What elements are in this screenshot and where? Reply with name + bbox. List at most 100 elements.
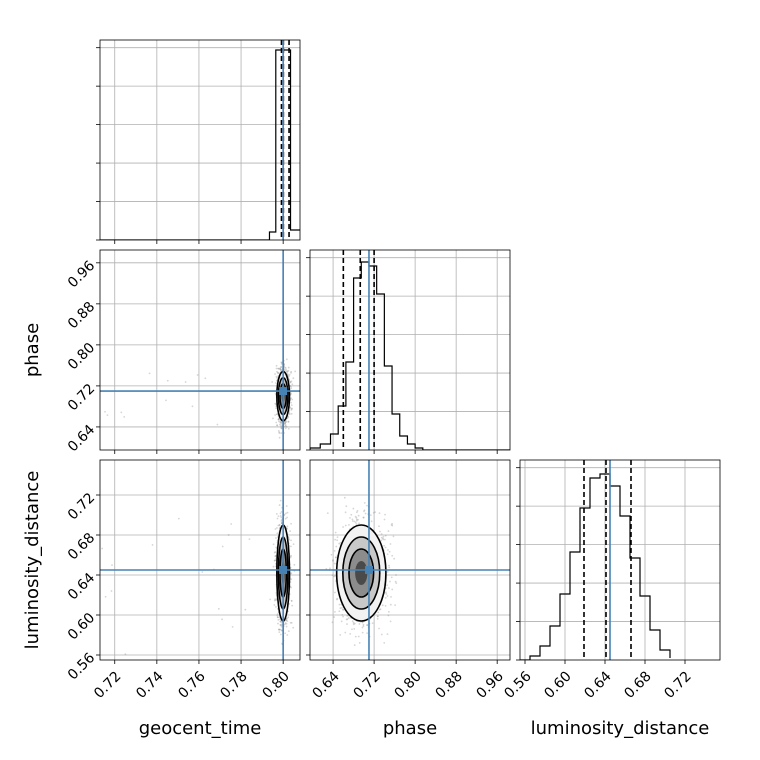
x-tick-label: 0.68 (621, 668, 654, 701)
scatter-point (279, 628, 282, 631)
scatter-point (230, 523, 233, 525)
scatter-point (334, 574, 337, 577)
scatter-point (273, 599, 276, 602)
x-axis-label-phase: phase (383, 718, 437, 739)
scatter-point (376, 615, 379, 618)
scatter-point (284, 424, 287, 426)
panel-frame (519, 459, 721, 661)
scatter-point (350, 513, 353, 516)
scatter-point (291, 383, 294, 386)
scatter-point (277, 372, 279, 374)
scatter-point (348, 524, 350, 526)
y-tick-label: 0.68 (65, 530, 98, 563)
scatter-point (284, 623, 286, 626)
scatter-point (248, 538, 251, 541)
x-tick-label: 0.72 (91, 668, 124, 701)
scatter-point (277, 616, 279, 619)
x-tick-label: 0.60 (541, 668, 574, 701)
scatter-point (343, 496, 346, 499)
y-tick-label: 0.72 (65, 381, 98, 414)
scatter-point (277, 367, 280, 370)
scatter-point (277, 618, 280, 621)
scatter-point (354, 515, 357, 518)
panel-frame (309, 459, 511, 661)
scatter-point (383, 518, 386, 521)
scatter-point (285, 368, 288, 371)
scatter-point (280, 421, 283, 423)
truth-marker (279, 387, 288, 396)
scatter-point (292, 377, 295, 380)
scatter-point (349, 516, 351, 519)
scatter-point (280, 624, 283, 626)
scatter-point (279, 623, 282, 626)
y-axis-label-luminosity_distance: luminosity_distance (22, 471, 43, 650)
scatter-point (387, 614, 390, 617)
scatter-point (280, 620, 282, 623)
scatter-point (386, 584, 388, 586)
scatter-point (353, 644, 356, 646)
y-tick-label: 0.64 (65, 422, 98, 455)
scatter-point (285, 358, 288, 361)
panel-phase-luminosity_distance: 0.64 0.72 0.80 0.88 0.96 (306, 459, 511, 702)
scatter-point (288, 538, 291, 541)
scatter-point (286, 525, 289, 528)
scatter-point (333, 575, 335, 578)
scatter-point (351, 628, 353, 631)
scatter-point (377, 611, 380, 614)
scatter-point (204, 377, 207, 380)
scatter-point (216, 423, 219, 426)
scatter-point (284, 427, 287, 430)
scatter-point (286, 373, 289, 375)
x-tick-label: 0.72 (351, 668, 384, 701)
scatter-point (288, 413, 291, 416)
y-tick-label: 0.60 (65, 610, 98, 643)
scatter-point (345, 618, 348, 621)
scatter-point (284, 425, 287, 427)
scatter-point (272, 417, 274, 420)
scatter-point (361, 626, 364, 629)
scatter-point (279, 369, 282, 372)
scatter-point (280, 427, 283, 430)
scatter-point (290, 621, 293, 624)
scatter-point (352, 507, 355, 510)
scatter-point (390, 523, 393, 526)
scatter-point (363, 509, 366, 512)
scatter-point (392, 535, 395, 538)
scatter-point (275, 421, 278, 424)
panel-frame (99, 249, 301, 451)
scatter-point (336, 539, 339, 542)
scatter-point (285, 618, 288, 620)
scatter-point (361, 631, 364, 634)
scatter-point (280, 522, 283, 525)
scatter-point (341, 606, 343, 609)
scatter-point (120, 411, 123, 414)
scatter-point (380, 539, 383, 542)
scatter-point (280, 621, 283, 624)
scatter-point (277, 372, 280, 375)
scatter-point (336, 536, 339, 539)
scatter-point (334, 591, 336, 594)
scatter-point (276, 371, 279, 374)
scatter-point (269, 598, 272, 601)
scatter-point (272, 543, 275, 546)
scatter-point (378, 525, 380, 528)
scatter-point (369, 514, 372, 516)
scatter-point (339, 541, 342, 544)
scatter-point (196, 374, 199, 376)
scatter-point (277, 429, 280, 432)
scatter-point (285, 622, 288, 625)
scatter-point (285, 619, 288, 622)
scatter-point (287, 369, 290, 372)
scatter-point (290, 401, 292, 404)
scatter-point (366, 624, 369, 627)
scatter-point (394, 580, 397, 583)
scatter-point (290, 380, 293, 383)
scatter-point (279, 512, 282, 515)
scatter-point (274, 555, 277, 558)
scatter-point (388, 587, 390, 589)
scatter-point (351, 620, 354, 623)
scatter-point (376, 617, 379, 620)
scatter-point (290, 586, 292, 589)
scatter-point (380, 633, 383, 636)
